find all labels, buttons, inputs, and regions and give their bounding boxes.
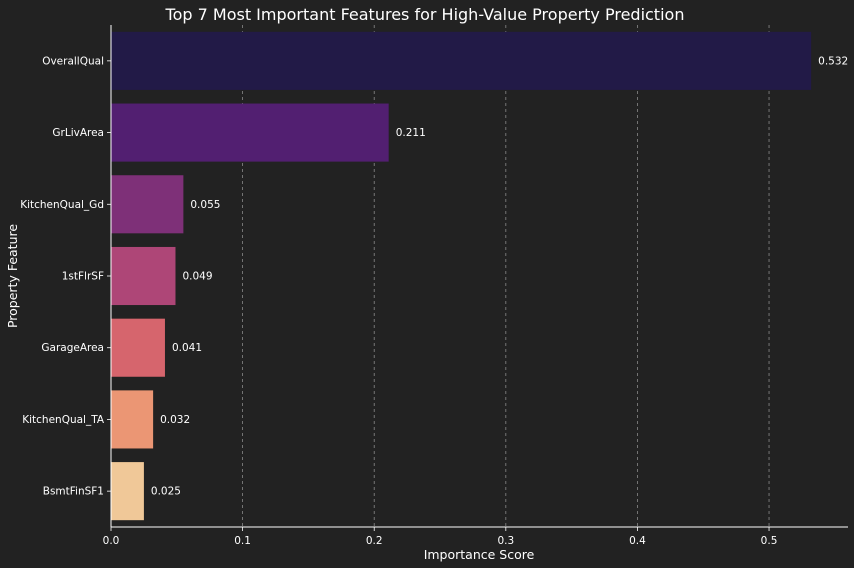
value-label: 0.032 bbox=[160, 414, 190, 426]
x-tick-label: 0.0 bbox=[103, 535, 120, 547]
bar-garagearea bbox=[111, 318, 165, 377]
axis-layer: 0.0 0.1 0.2 0.3 0.4 0.5 bbox=[103, 25, 848, 547]
value-label: 0.049 bbox=[182, 271, 212, 283]
bar-layer bbox=[111, 31, 812, 521]
chart-title: Top 7 Most Important Features for High-V… bbox=[165, 5, 685, 24]
y-tick-label: GarageArea bbox=[41, 342, 104, 354]
value-label: 0.041 bbox=[172, 342, 202, 354]
value-label: 0.055 bbox=[190, 199, 220, 211]
x-tick-label: 0.2 bbox=[366, 535, 383, 547]
bar-bsmtfinsf1 bbox=[111, 462, 144, 521]
x-tick-label: 0.1 bbox=[234, 535, 251, 547]
value-label: 0.532 bbox=[818, 55, 848, 67]
x-tick-label: 0.3 bbox=[497, 535, 514, 547]
value-label: 0.211 bbox=[396, 127, 426, 139]
y-tick-label: KitchenQual_TA bbox=[22, 414, 105, 426]
y-tick-label: BsmtFinSF1 bbox=[43, 486, 104, 498]
y-axis-label: Property Feature bbox=[5, 224, 20, 328]
x-axis-label: Importance Score bbox=[424, 547, 535, 562]
bar-kitchenqual-gd bbox=[111, 175, 184, 234]
bar-overallqual bbox=[111, 31, 812, 90]
bar-1stflrsf bbox=[111, 246, 176, 306]
bar-grlivarea bbox=[111, 103, 389, 162]
y-tick-label: KitchenQual_Gd bbox=[20, 199, 104, 211]
label-layer: OverallQual 0.532 GrLivArea 0.211 KitchenQua… bbox=[20, 55, 848, 497]
y-tick-label: OverallQual bbox=[42, 55, 104, 67]
y-tick-label: 1stFlrSF bbox=[62, 271, 104, 283]
bar-kitchenqual-ta bbox=[111, 390, 154, 449]
value-label: 0.025 bbox=[151, 486, 181, 498]
x-tick-label: 0.4 bbox=[629, 535, 646, 547]
x-tick-label: 0.5 bbox=[761, 535, 778, 547]
y-tick-label: GrLivArea bbox=[52, 127, 104, 139]
